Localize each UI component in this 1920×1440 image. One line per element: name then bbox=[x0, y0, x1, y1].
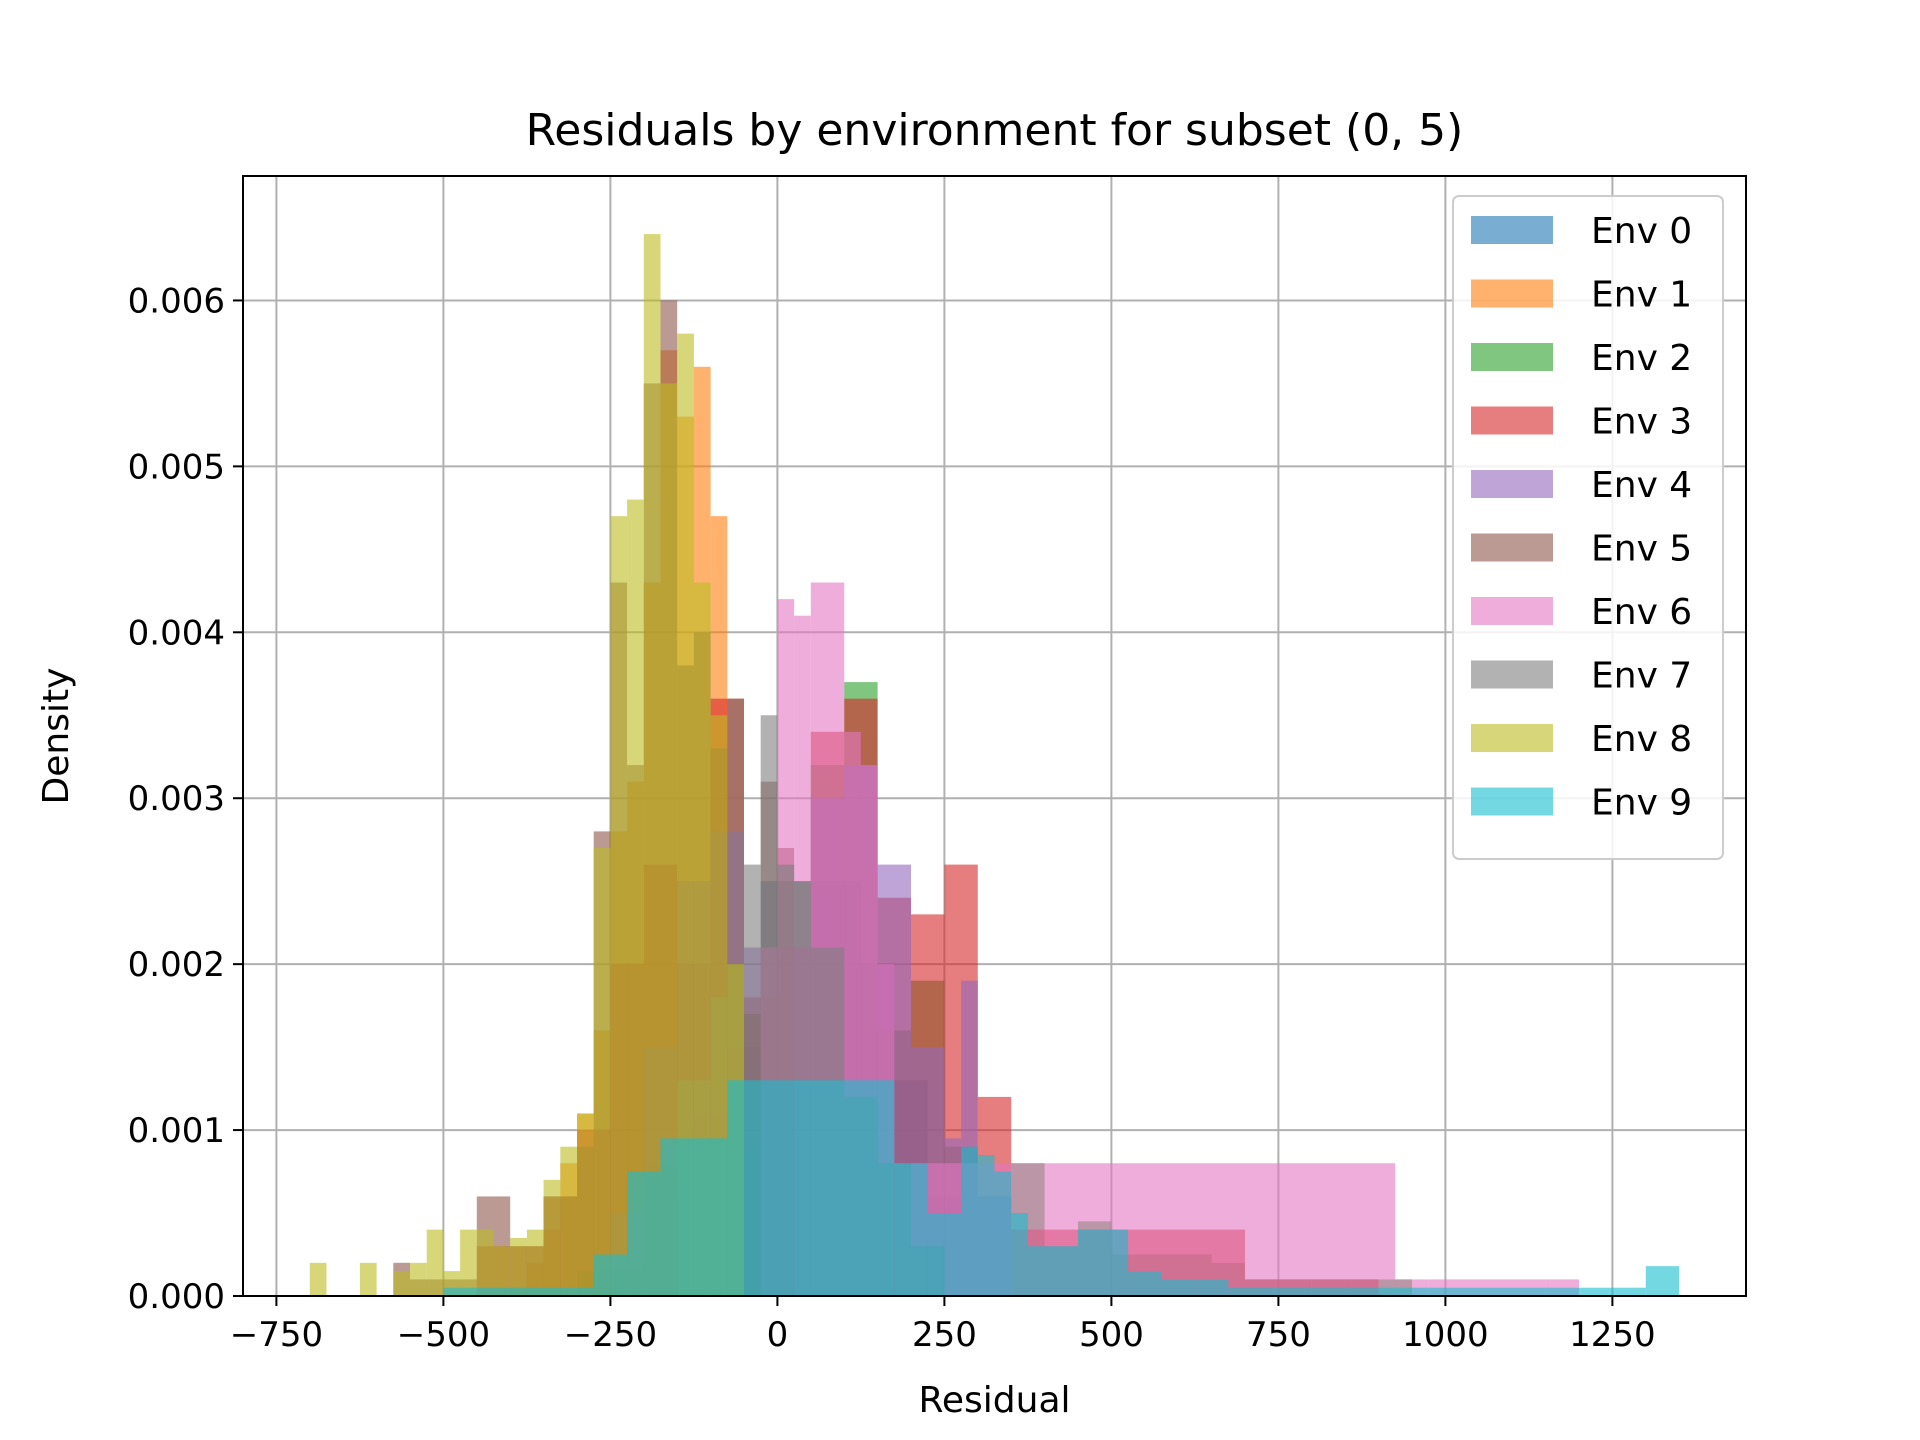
y-tick-label: 0.004 bbox=[128, 613, 225, 653]
legend-label: Env 4 bbox=[1591, 465, 1692, 506]
histogram-bar bbox=[526, 1287, 594, 1296]
histogram-bar bbox=[1128, 1271, 1162, 1296]
histogram-bar bbox=[510, 1237, 527, 1296]
histogram-bar bbox=[410, 1262, 427, 1296]
histogram-bar bbox=[627, 499, 644, 1296]
legend-swatch bbox=[1471, 279, 1553, 308]
x-tick-label: 250 bbox=[912, 1315, 977, 1355]
histogram-bar bbox=[727, 1080, 795, 1296]
x-tick-label: −750 bbox=[230, 1315, 323, 1355]
histogram-bar bbox=[593, 848, 611, 1296]
histogram-bar bbox=[693, 582, 711, 1296]
y-axis-label: Density bbox=[36, 668, 77, 805]
histogram-bar bbox=[577, 1113, 594, 1296]
x-tick-label: −500 bbox=[397, 1315, 490, 1355]
histogram-bars bbox=[309, 234, 1680, 1296]
histogram-bar bbox=[543, 1179, 561, 1296]
histogram-bar bbox=[660, 1138, 728, 1296]
histogram-bar bbox=[1111, 1229, 1129, 1296]
chart-title: Residuals by environment for subset (0, … bbox=[526, 105, 1464, 156]
y-tick-label: 0.002 bbox=[128, 945, 225, 985]
legend-label: Env 8 bbox=[1591, 719, 1692, 760]
legend-swatch bbox=[1471, 660, 1553, 689]
y-axis-ticks: 0.000 0.001 0.002 0.003 0.004 0.005 0.006 bbox=[128, 281, 243, 1317]
legend-label: Env 6 bbox=[1591, 592, 1692, 633]
histogram-bar bbox=[794, 1080, 895, 1296]
plot-frame bbox=[242, 175, 1747, 1297]
legend-swatch bbox=[1471, 724, 1553, 752]
histogram-bar bbox=[610, 516, 628, 1296]
histogram-bar bbox=[961, 1146, 978, 1296]
series-8-bars bbox=[309, 234, 744, 1296]
legend-swatch bbox=[1471, 343, 1553, 371]
histogram-bar bbox=[460, 1229, 477, 1296]
histogram-bar bbox=[1011, 1213, 1028, 1296]
y-tick-label: 0.003 bbox=[128, 779, 225, 819]
histogram-bar bbox=[894, 1163, 928, 1296]
y-tick-label: 0.000 bbox=[128, 1277, 225, 1317]
histogram-bar bbox=[1228, 1287, 1296, 1296]
histogram-bar bbox=[677, 333, 694, 1296]
y-tick-label: 0.005 bbox=[128, 447, 225, 487]
histogram-bar bbox=[426, 1229, 444, 1296]
histogram-bar bbox=[643, 234, 661, 1296]
histogram-bar bbox=[977, 1154, 995, 1296]
legend-swatch bbox=[1471, 533, 1553, 562]
histogram-bar bbox=[1295, 1287, 1646, 1296]
histogram-bar bbox=[660, 383, 678, 1296]
histogram-bar bbox=[593, 1254, 628, 1296]
histogram-bar bbox=[443, 1287, 527, 1296]
y-tick-label: 0.001 bbox=[128, 1111, 225, 1151]
histogram-bar bbox=[493, 1246, 511, 1296]
legend-label: Env 0 bbox=[1591, 211, 1692, 252]
histogram-bar bbox=[526, 1229, 544, 1296]
legend-swatch bbox=[1471, 216, 1553, 244]
histogram-bar bbox=[1645, 1266, 1680, 1296]
legend-label: Env 9 bbox=[1591, 783, 1692, 824]
x-tick-label: −250 bbox=[564, 1315, 657, 1355]
legend-label: Env 1 bbox=[1591, 275, 1692, 316]
y-tick-label: 0.006 bbox=[128, 281, 225, 321]
histogram-bar bbox=[927, 1213, 962, 1296]
legend-swatch bbox=[1471, 787, 1553, 816]
histogram-bar bbox=[1027, 1246, 1078, 1296]
legend-label: Env 7 bbox=[1591, 656, 1692, 697]
histogram-bar bbox=[359, 1262, 377, 1296]
histogram-bar bbox=[309, 1262, 327, 1296]
histogram-bar bbox=[627, 1171, 661, 1296]
histogram-bar bbox=[476, 1229, 494, 1296]
x-tick-label: 500 bbox=[1079, 1315, 1144, 1355]
legend: Env 0 Env 1 Env 2 Env 3 Env 4 Env 5 Env 6 Env 7… bbox=[1452, 195, 1724, 860]
histogram-bar bbox=[1194, 1279, 1229, 1296]
histogram-bar bbox=[560, 1146, 577, 1296]
histogram-bar bbox=[393, 1271, 410, 1296]
legend-label: Env 2 bbox=[1591, 338, 1692, 379]
histogram-bar bbox=[994, 1171, 1012, 1296]
x-axis-ticks: −750 −500 −250 0 250 500 750 1000 1250 bbox=[230, 1296, 1656, 1355]
histogram-bar bbox=[1161, 1279, 1195, 1296]
x-axis-label: Residual bbox=[918, 1380, 1070, 1421]
x-tick-label: 750 bbox=[1246, 1315, 1311, 1355]
x-tick-label: 1250 bbox=[1569, 1315, 1656, 1355]
legend-label: Env 5 bbox=[1591, 529, 1692, 570]
legend-swatch bbox=[1471, 406, 1553, 435]
histogram-bar bbox=[1078, 1229, 1112, 1296]
x-tick-label: 1000 bbox=[1402, 1315, 1489, 1355]
legend-label: Env 3 bbox=[1591, 402, 1692, 443]
x-tick-label: 0 bbox=[767, 1315, 789, 1355]
series-9-bars bbox=[443, 1080, 1680, 1296]
legend-swatch bbox=[1471, 470, 1553, 498]
legend-swatch bbox=[1471, 597, 1553, 625]
